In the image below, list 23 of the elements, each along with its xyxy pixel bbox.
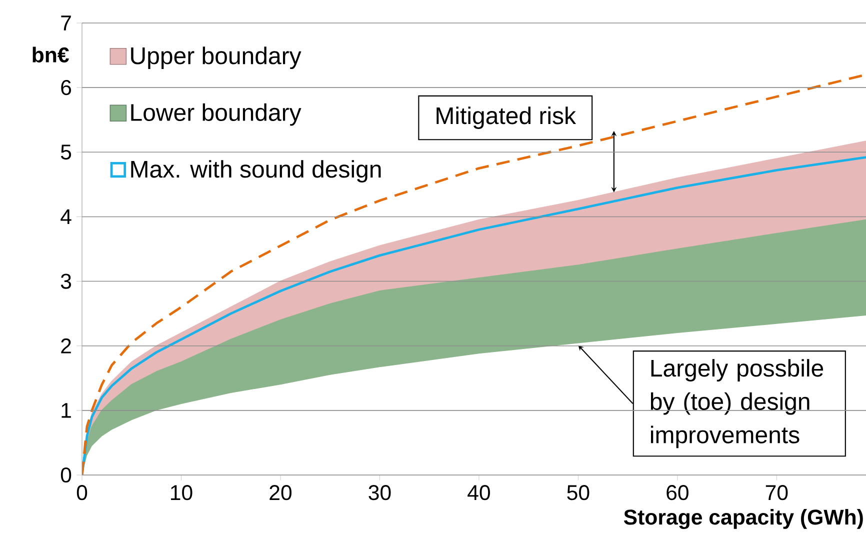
annotation: Largely possbile by (toe) design improvements [650,359,824,448]
x-tick-label: 40 [468,485,490,500]
legend-label: Lower boundary [131,103,302,126]
y-tick-label: 7 [61,16,71,30]
y-tick-label: 2 [61,338,71,354]
x-tick-label: 30 [368,485,391,500]
y-tick-label: 0 [60,467,72,483]
x-tick-label: 70 [766,485,788,500]
x-tick-label: 0 [76,485,88,500]
y-tick-label: 5 [60,144,72,160]
x-tick-label: 20 [270,485,292,500]
x-tick-label: 10 [171,485,192,500]
y-tick-label: 4 [60,209,72,224]
x-tick-label: 60 [666,485,688,500]
legend-label: Upper boundary [131,46,302,70]
y-axis-title: bn€ [32,46,69,62]
y-tick-label: 6 [61,80,72,96]
annotation: Mitigated risk [436,106,576,129]
legend-label: Max. with sound design [131,160,381,182]
y-tick-label: 3 [60,274,72,289]
x-axis-title: Storage capacity (GWh) [624,509,863,530]
y-tick-label: 1 [62,403,71,418]
x-tick-label: 50 [567,485,590,500]
